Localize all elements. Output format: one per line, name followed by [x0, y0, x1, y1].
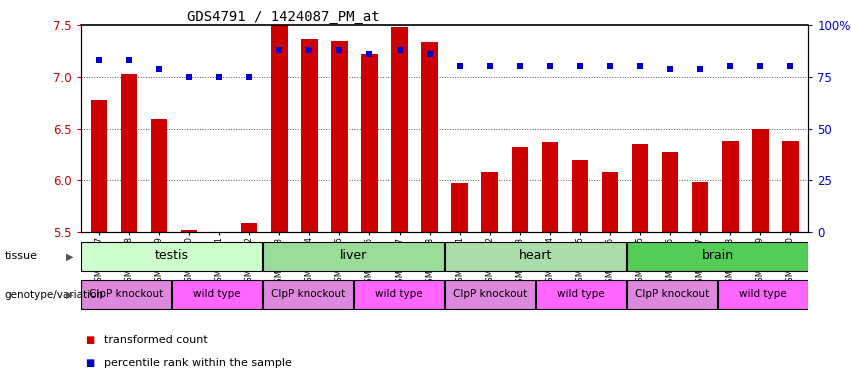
- Text: percentile rank within the sample: percentile rank within the sample: [104, 358, 292, 368]
- Bar: [572, 160, 588, 232]
- Bar: [541, 142, 558, 232]
- Bar: [151, 119, 168, 232]
- Text: brain: brain: [701, 249, 734, 262]
- Bar: [752, 129, 768, 232]
- Bar: [627, 242, 808, 271]
- Bar: [180, 230, 197, 232]
- Bar: [263, 242, 444, 271]
- Bar: [82, 242, 262, 271]
- Bar: [173, 280, 262, 310]
- Bar: [536, 280, 626, 310]
- Text: ■: ■: [85, 358, 94, 368]
- Bar: [718, 280, 808, 310]
- Text: tissue: tissue: [4, 251, 37, 262]
- Text: wild type: wild type: [375, 289, 423, 299]
- Bar: [631, 144, 648, 232]
- Bar: [90, 99, 107, 232]
- Bar: [211, 232, 227, 233]
- Bar: [511, 147, 528, 232]
- Bar: [241, 223, 258, 232]
- Text: ClpP knockout: ClpP knockout: [89, 289, 163, 299]
- Text: ClpP knockout: ClpP knockout: [453, 289, 528, 299]
- Text: transformed count: transformed count: [104, 335, 208, 345]
- Text: heart: heart: [519, 249, 552, 262]
- Text: ClpP knockout: ClpP knockout: [271, 289, 346, 299]
- Bar: [662, 152, 678, 232]
- Bar: [271, 25, 288, 232]
- Bar: [627, 280, 717, 310]
- Text: GDS4791 / 1424087_PM_at: GDS4791 / 1424087_PM_at: [187, 10, 380, 23]
- Bar: [451, 182, 468, 232]
- Text: ▶: ▶: [66, 290, 74, 300]
- Bar: [722, 141, 739, 232]
- Bar: [421, 41, 438, 232]
- Bar: [331, 41, 348, 232]
- Text: wild type: wild type: [740, 289, 787, 299]
- Text: ClpP knockout: ClpP knockout: [635, 289, 709, 299]
- Text: wild type: wild type: [557, 289, 605, 299]
- Bar: [391, 27, 408, 232]
- Bar: [361, 54, 378, 232]
- Bar: [782, 141, 799, 232]
- Bar: [445, 242, 626, 271]
- Text: liver: liver: [340, 249, 368, 262]
- Text: wild type: wild type: [193, 289, 241, 299]
- Bar: [445, 280, 535, 310]
- Bar: [301, 40, 317, 232]
- Bar: [121, 74, 137, 232]
- Bar: [692, 182, 709, 232]
- Bar: [482, 172, 498, 232]
- Bar: [263, 280, 353, 310]
- Text: ▶: ▶: [66, 251, 74, 262]
- Text: genotype/variation: genotype/variation: [4, 290, 103, 300]
- Bar: [354, 280, 444, 310]
- Text: testis: testis: [155, 249, 189, 262]
- Bar: [82, 280, 171, 310]
- Text: ■: ■: [85, 335, 94, 345]
- Bar: [602, 172, 619, 232]
